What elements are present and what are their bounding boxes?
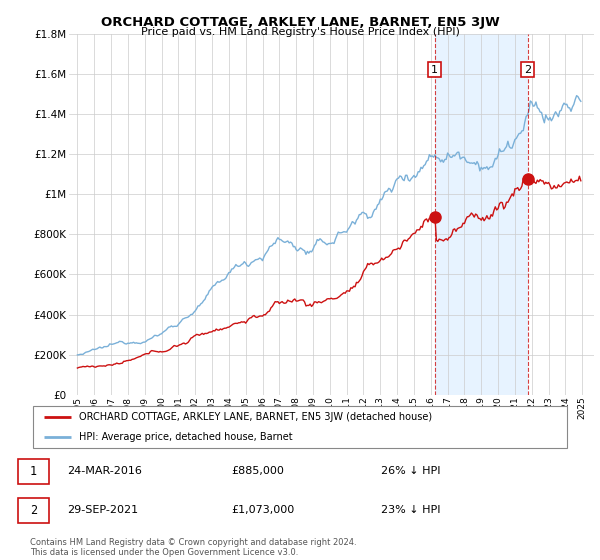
FancyBboxPatch shape	[18, 498, 49, 522]
Text: 1: 1	[431, 65, 438, 74]
Text: 1: 1	[30, 465, 37, 478]
Text: 24-MAR-2016: 24-MAR-2016	[67, 466, 142, 477]
Text: 2: 2	[524, 65, 531, 74]
Bar	[434, 34, 527, 395]
Text: 26% ↓ HPI: 26% ↓ HPI	[380, 466, 440, 477]
FancyBboxPatch shape	[18, 459, 49, 484]
Text: ORCHARD COTTAGE, ARKLEY LANE, BARNET, EN5 3JW: ORCHARD COTTAGE, ARKLEY LANE, BARNET, EN…	[101, 16, 499, 29]
Text: 23% ↓ HPI: 23% ↓ HPI	[380, 506, 440, 515]
Text: 29-SEP-2021: 29-SEP-2021	[67, 506, 138, 515]
Text: £1,073,000: £1,073,000	[231, 506, 294, 515]
Text: Contains HM Land Registry data © Crown copyright and database right 2024.
This d: Contains HM Land Registry data © Crown c…	[30, 538, 356, 557]
Text: Price paid vs. HM Land Registry's House Price Index (HPI): Price paid vs. HM Land Registry's House …	[140, 27, 460, 38]
Text: ORCHARD COTTAGE, ARKLEY LANE, BARNET, EN5 3JW (detached house): ORCHARD COTTAGE, ARKLEY LANE, BARNET, EN…	[79, 412, 432, 422]
Text: 2: 2	[30, 504, 37, 517]
Text: HPI: Average price, detached house, Barnet: HPI: Average price, detached house, Barn…	[79, 432, 292, 442]
Text: £885,000: £885,000	[231, 466, 284, 477]
FancyBboxPatch shape	[33, 405, 568, 449]
